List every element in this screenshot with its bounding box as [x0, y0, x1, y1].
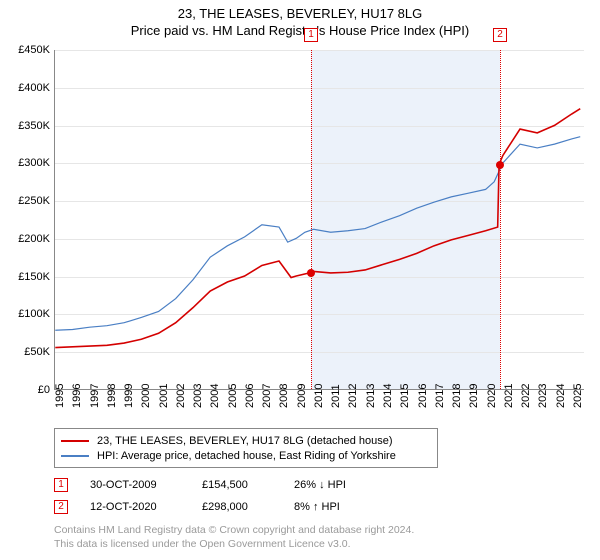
sale-row: 2 12-OCT-2020 £298,000 8% ↑ HPI: [54, 496, 592, 518]
y-axis-label: £350K: [8, 120, 50, 132]
y-axis-label: £100K: [8, 308, 50, 320]
sale-marker-box: 1: [304, 28, 318, 42]
series-price_paid: [55, 109, 580, 348]
legend-swatch: [61, 440, 89, 442]
sale-row-date: 12-OCT-2020: [90, 501, 180, 513]
sale-row-delta: 8% ↑ HPI: [294, 501, 384, 513]
legend-label: HPI: Average price, detached house, East…: [97, 450, 396, 462]
page-title: 23, THE LEASES, BEVERLEY, HU17 8LG: [8, 6, 592, 21]
sale-marker-line: [311, 50, 312, 389]
y-axis-label: £250K: [8, 195, 50, 207]
y-axis-label: £0: [8, 384, 50, 396]
sale-marker-dot: [307, 269, 315, 277]
legend-label: 23, THE LEASES, BEVERLEY, HU17 8LG (deta…: [97, 435, 393, 447]
legend-swatch: [61, 455, 89, 457]
y-axis-label: £150K: [8, 271, 50, 283]
y-axis-label: £450K: [8, 44, 50, 56]
sale-row-delta: 26% ↓ HPI: [294, 479, 384, 491]
legend-item: 23, THE LEASES, BEVERLEY, HU17 8LG (deta…: [61, 433, 431, 448]
sale-row-marker: 1: [54, 478, 68, 492]
footer-attribution: Contains HM Land Registry data © Crown c…: [54, 524, 592, 551]
sale-marker-box: 2: [493, 28, 507, 42]
sale-row-price: £298,000: [202, 501, 272, 513]
chart-lines: [55, 50, 584, 389]
sale-row-date: 30-OCT-2009: [90, 479, 180, 491]
sale-marker-dot: [496, 161, 504, 169]
sale-marker-line: [500, 50, 501, 389]
footer-line-2: This data is licensed under the Open Gov…: [54, 538, 592, 552]
sale-row-price: £154,500: [202, 479, 272, 491]
sale-row: 1 30-OCT-2009 £154,500 26% ↓ HPI: [54, 474, 592, 496]
y-axis-label: £300K: [8, 157, 50, 169]
y-axis-label: £50K: [8, 346, 50, 358]
x-axis-label: 2025: [572, 384, 600, 408]
sales-table: 1 30-OCT-2009 £154,500 26% ↓ HPI 2 12-OCT-202…: [54, 474, 592, 518]
price-chart: £0 £50K £100K £150K £200K £250K £300K £350K £400…: [8, 44, 592, 424]
legend-item: HPI: Average price, detached house, East…: [61, 448, 431, 463]
y-axis-label: £400K: [8, 82, 50, 94]
y-axis-label: £200K: [8, 233, 50, 245]
footer-line-1: Contains HM Land Registry data © Crown c…: [54, 524, 592, 538]
legend: 23, THE LEASES, BEVERLEY, HU17 8LG (deta…: [54, 428, 438, 468]
sale-row-marker: 2: [54, 500, 68, 514]
